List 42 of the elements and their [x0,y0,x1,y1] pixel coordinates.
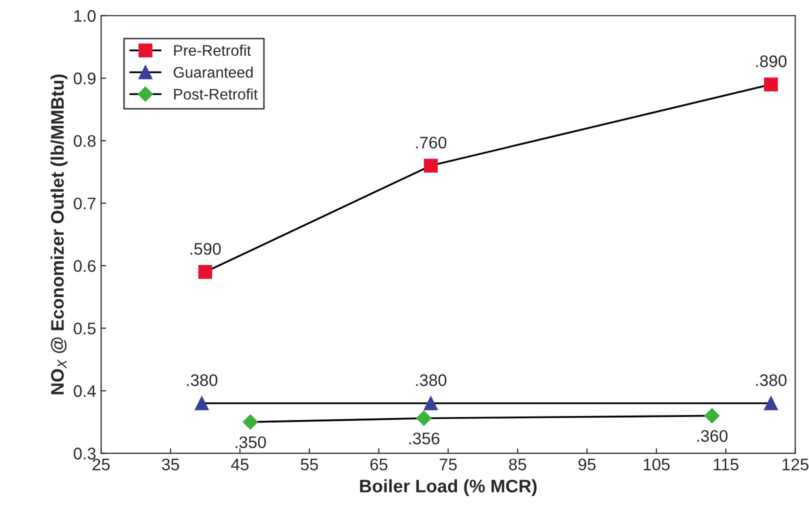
point [194,396,209,410]
x-tick-label: 25 [92,458,110,470]
point [424,158,438,173]
y-tick-label: 0.7 [74,198,96,210]
data-label: .380 [416,374,446,386]
y-tick-label: 0.5 [74,322,96,334]
point [242,414,258,430]
y-tick-label: 1.0 [74,10,96,22]
x-tick-label: 75 [440,458,457,470]
data-label: .890 [756,55,787,68]
point [764,77,778,92]
data-label: .360 [697,430,728,442]
data-label: .380 [187,374,218,386]
x-tick-label: 115 [714,458,738,470]
legend-label: Post-Retrofit [174,88,258,100]
legend-label: Guaranteed [174,66,253,78]
x-axis-title: Boiler Load (% MCR) [360,479,537,496]
y-tick-label: 0.8 [74,135,96,147]
x-tick-label: 95 [578,458,596,470]
data-label: .380 [756,374,787,386]
point [704,408,720,424]
point [764,396,778,410]
x-tick-label: 125 [782,458,808,470]
x-tick-label: 45 [231,458,249,470]
x-tick-label: 85 [509,458,526,470]
data-label: .760 [416,136,446,148]
data-label: .356 [409,432,440,444]
x-tick-label: 105 [644,458,670,470]
point [198,265,212,279]
point [424,396,438,410]
x-tick-label: 65 [370,458,388,470]
legend-label: Pre-Retrofit [174,44,251,56]
point [416,410,432,426]
y-tick-label: 0.4 [74,385,96,397]
x-tick-label: 55 [300,458,318,470]
x-tick-label: 35 [162,458,180,470]
y-tick-label: 0.9 [74,72,96,84]
y-tick-label: 0.6 [74,260,96,272]
y-axis-title: NO$_{X}$ @ Economizer Outlet (lb/MMBtu) [50,74,68,394]
y-tick-label: 0.3 [74,448,96,460]
data-label: .350 [236,436,266,448]
data-label: .590 [190,242,221,255]
